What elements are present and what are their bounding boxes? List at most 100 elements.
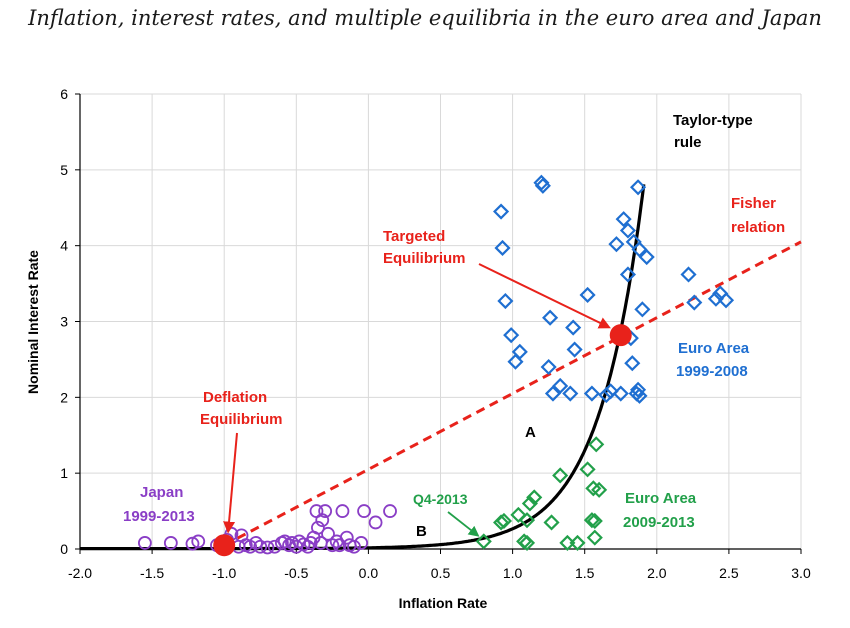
- euro-1999-2008-point: [562, 385, 579, 402]
- euro-2009-2013-point: [521, 495, 538, 512]
- japan-point: [335, 504, 350, 518]
- x-tick-label: 0.0: [359, 565, 379, 581]
- data-points: [137, 174, 735, 557]
- euro-1999-2008-point: [631, 241, 648, 258]
- deflation-equilibrium-arrow: [223, 432, 238, 534]
- euro-1999-2008-point: [634, 301, 651, 318]
- euro-2009-2013-point: [586, 529, 603, 546]
- grid: [79, 93, 802, 550]
- euro-1999-2008-point: [619, 266, 637, 283]
- euro-1999-2008-point: [686, 294, 703, 311]
- euro-1999-2008-point: [544, 385, 562, 402]
- japan-label: Japan: [140, 484, 183, 501]
- targeted-equilibrium-arrow: [478, 263, 611, 329]
- euro-2009-2013-point: [518, 512, 536, 529]
- x-tick-label: 1.0: [503, 565, 523, 581]
- fisher-relation-label-2: relation: [731, 219, 785, 236]
- euro-1999-2008-point: [608, 236, 625, 253]
- euro-1999-2008-point: [542, 309, 559, 326]
- japan-point: [383, 504, 397, 518]
- euro-1999-2008-point: [638, 248, 655, 266]
- y-tick-label: 3: [60, 314, 68, 330]
- euro-1999-2008-point: [615, 211, 632, 228]
- euro-1999-2008-point: [707, 290, 724, 307]
- euro-1999-2008-point: [566, 341, 583, 358]
- euro-1999-2008-label-2: 1999-2008: [676, 363, 748, 380]
- euro-2009-2013-point: [583, 512, 600, 529]
- euro-1999-2008-point: [493, 203, 510, 220]
- chart-title: Inflation, interest rates, and multiple …: [28, 6, 822, 30]
- euro-1999-2008-point: [602, 383, 619, 400]
- euro-2009-2013-point: [495, 512, 513, 529]
- taylor-rule-label-2: rule: [674, 134, 702, 151]
- japan-point: [332, 538, 347, 553]
- euro-1999-2008-label: Euro Area: [678, 340, 750, 357]
- x-tick-label: 2.0: [647, 565, 667, 581]
- fisher-relation-line: [223, 240, 802, 547]
- x-tick-label: -1.0: [212, 565, 236, 581]
- japan-point: [368, 515, 383, 530]
- euro-1999-2008-point: [497, 292, 514, 310]
- y-tick-label: 2: [60, 389, 68, 405]
- japan-label-2: 1999-2013: [123, 508, 195, 525]
- japan-point: [311, 520, 325, 535]
- euro-1999-2008-point: [533, 174, 550, 191]
- euro-2009-2013-point: [543, 514, 560, 531]
- annotation-labels: Taylor-type rule Fisher relation Targete…: [123, 112, 785, 540]
- y-tick-label: 0: [60, 541, 68, 557]
- fisher-relation-label: Fisher: [731, 195, 776, 212]
- euro-1999-2008-point: [629, 381, 647, 398]
- euro-2009-2013-label: Euro Area: [625, 490, 697, 507]
- euro-2009-2013-point: [510, 506, 527, 523]
- y-tick-label: 5: [60, 162, 68, 178]
- euro-1999-2008-point: [511, 343, 528, 360]
- annotation-arrows: [223, 263, 611, 537]
- x-tick-label: -0.5: [284, 565, 308, 581]
- japan-point: [357, 504, 371, 518]
- euro-2009-2013-point: [588, 436, 605, 453]
- axes: [75, 93, 802, 554]
- euro-2009-2013-point: [591, 481, 608, 498]
- tick-labels: -2.0 -1.5 -1.0 -0.5 0.0 0.5 1.0 1.5 2.0 2.5 3.0 0 1 2…: [60, 86, 811, 581]
- euro-1999-2008-point: [579, 286, 596, 304]
- targeted-equilibrium-label: Targeted: [383, 228, 445, 245]
- euro-1999-2008-point: [619, 222, 637, 239]
- x-tick-label: 3.0: [791, 565, 811, 581]
- japan-point: [163, 536, 178, 550]
- euro-1999-2008-point: [598, 387, 615, 404]
- euro-2009-2013-point: [586, 512, 603, 529]
- region-a-label: A: [525, 424, 536, 441]
- deflation-equilibrium-marker: [213, 534, 236, 557]
- y-tick-label: 6: [60, 86, 68, 102]
- targeted-equilibrium-label-2: Equilibrium: [383, 250, 466, 267]
- deflation-equilibrium-label: Deflation: [203, 389, 267, 406]
- euro-1999-2008-point: [503, 327, 520, 344]
- y-tick-label: 1: [60, 465, 68, 481]
- euro-1999-2008-point: [612, 385, 629, 402]
- taylor-rule-label: Taylor-type: [673, 112, 753, 129]
- y-axis-label: Nominal Interest Rate: [25, 250, 41, 394]
- japan-point: [315, 513, 330, 528]
- euro-1999-2008-point: [552, 377, 569, 395]
- x-tick-label: -2.0: [68, 565, 92, 581]
- y-tick-label: 4: [60, 238, 68, 254]
- euro-1999-2008-point: [540, 358, 557, 376]
- targeted-equilibrium-marker: [609, 324, 632, 347]
- x-tick-label: -1.5: [140, 565, 164, 581]
- japan-point: [354, 536, 369, 550]
- euro-2009-2013-point: [552, 467, 569, 484]
- deflation-equilibrium-label-2: Equilibrium: [200, 411, 283, 428]
- euro-1999-2008-point: [680, 266, 697, 283]
- euro-1999-2008-point: [631, 387, 648, 404]
- region-b-label: B: [416, 523, 427, 540]
- euro-1999-2008-point: [717, 292, 735, 309]
- x-tick-label: 0.5: [431, 565, 451, 581]
- euro-1999-2008-point: [583, 385, 600, 402]
- x-tick-label: 2.5: [719, 565, 739, 581]
- japan-point: [277, 534, 292, 549]
- euro-2009-2013-point: [518, 534, 536, 551]
- euro-2009-2013-point: [569, 534, 586, 551]
- euro-1999-2008-point: [629, 179, 647, 196]
- japan-point: [325, 538, 340, 553]
